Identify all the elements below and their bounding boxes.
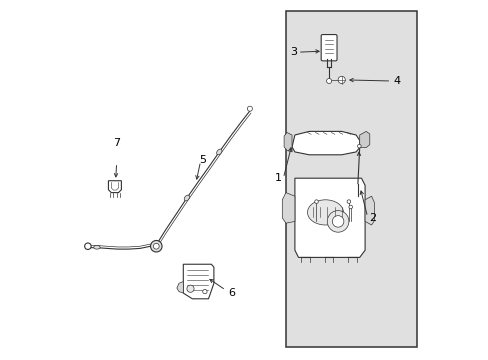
Polygon shape xyxy=(108,181,121,193)
Circle shape xyxy=(203,289,206,294)
Circle shape xyxy=(337,76,345,84)
Circle shape xyxy=(332,216,343,227)
Circle shape xyxy=(314,200,318,203)
Polygon shape xyxy=(359,131,369,148)
Circle shape xyxy=(247,106,252,111)
FancyBboxPatch shape xyxy=(321,35,336,61)
Circle shape xyxy=(346,200,350,203)
Text: 1: 1 xyxy=(275,173,282,183)
Circle shape xyxy=(84,243,91,249)
Ellipse shape xyxy=(216,149,222,155)
Polygon shape xyxy=(294,178,365,257)
Polygon shape xyxy=(177,282,183,293)
Circle shape xyxy=(348,205,352,209)
Bar xyxy=(285,11,416,347)
Circle shape xyxy=(186,285,194,292)
Text: 6: 6 xyxy=(228,288,235,298)
Polygon shape xyxy=(183,264,213,299)
Polygon shape xyxy=(284,132,291,152)
Text: 5: 5 xyxy=(199,155,206,165)
Circle shape xyxy=(357,144,361,148)
Polygon shape xyxy=(365,196,374,225)
Circle shape xyxy=(326,78,331,84)
Ellipse shape xyxy=(307,200,343,225)
Circle shape xyxy=(153,243,159,249)
Circle shape xyxy=(326,211,348,232)
Polygon shape xyxy=(291,131,359,155)
Ellipse shape xyxy=(94,246,100,249)
Text: 7: 7 xyxy=(113,138,120,148)
Ellipse shape xyxy=(184,195,189,201)
Text: 4: 4 xyxy=(393,76,400,86)
Text: 2: 2 xyxy=(368,213,375,223)
Text: 3: 3 xyxy=(289,47,296,57)
Polygon shape xyxy=(282,193,294,223)
Circle shape xyxy=(150,240,162,252)
